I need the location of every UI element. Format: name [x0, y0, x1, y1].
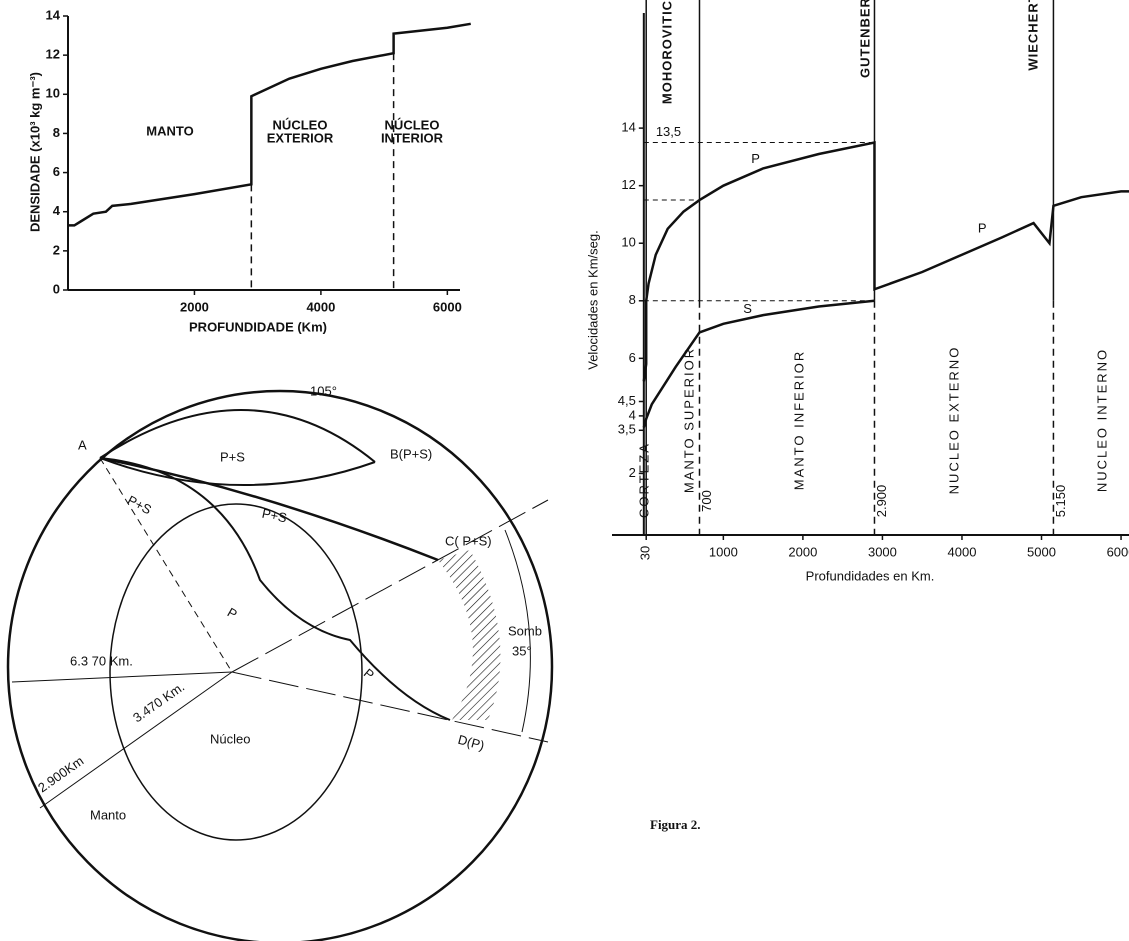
page: 105° A B(P+S) C( P+S) D(P) P+S P+S P+S P… — [0, 0, 1129, 941]
y-tick-label: 2 — [629, 465, 636, 480]
caption: Figura 2. — [650, 817, 701, 832]
marker-label: 700 — [699, 490, 714, 512]
y-tick-label: 4,5 — [618, 393, 636, 408]
point-label: C( P+S) — [445, 533, 492, 548]
shadow-label: Somb — [508, 623, 542, 638]
x-tick-label: 3000 — [868, 544, 897, 559]
ray-label: P+S — [220, 449, 245, 464]
ray — [100, 458, 450, 720]
x-axis-label: PROFUNDIDADE (Km) — [189, 319, 327, 334]
layer-label: NUCLEO INTERNO — [1094, 348, 1109, 492]
earth-diagram: 105° A B(P+S) C( P+S) D(P) P+S P+S P+S P… — [8, 383, 552, 941]
x-axis-label: Profundidades en Km. — [806, 568, 935, 583]
x-tick-label: 2000 — [180, 299, 209, 314]
layer-label: NUCLEO EXTERNO — [946, 346, 961, 495]
angle-label: 105° — [310, 383, 337, 398]
y-tick-label: 4 — [53, 203, 61, 218]
x-tick-label: 30 — [638, 546, 653, 560]
x-tick-label: 6000 — [1107, 544, 1129, 559]
layer-label: MANTO SUPERIOR — [681, 347, 696, 493]
x-tick-label: 2000 — [788, 544, 817, 559]
y-tick-label: 0 — [53, 281, 60, 296]
region-label: INTERIOR — [381, 130, 444, 145]
ray-label: P+S — [261, 506, 289, 526]
depth-label: 2.900Km — [35, 753, 86, 795]
region-label: EXTERIOR — [267, 130, 334, 145]
core-circle — [110, 504, 362, 840]
y-tick-label: 10 — [621, 235, 635, 250]
ray-label: P — [225, 605, 240, 622]
radius-arrow — [12, 672, 232, 682]
radius-line — [100, 458, 232, 672]
series-label: S — [743, 301, 752, 316]
point-label: B(P+S) — [390, 446, 432, 461]
core-label: Núcleo — [210, 731, 250, 746]
radius-label: 6.3 70 Km. — [70, 653, 133, 668]
y-tick-label: 3,5 — [618, 422, 636, 437]
x-tick-label: 4000 — [948, 544, 977, 559]
x-tick-label: 1000 — [709, 544, 738, 559]
y-axis-label: Velocidades en Km/seg. — [585, 230, 600, 369]
layer-label: CORTEZA — [636, 442, 651, 518]
y-tick-label: 8 — [629, 292, 636, 307]
layer-label: MANTO INFERIOR — [791, 350, 806, 490]
y-tick-label: 2 — [53, 242, 60, 257]
y-tick-label: 6 — [53, 164, 60, 179]
shadow-line — [232, 500, 548, 672]
shadow-zone — [438, 550, 500, 720]
data-line — [644, 301, 875, 428]
x-tick-label: 5000 — [1027, 544, 1056, 559]
core-radius-label: 3.470 Km. — [130, 679, 187, 725]
y-axis-label: DENSIDADE (x10³ kg m⁻³) — [27, 72, 42, 232]
y-tick-label: 14 — [46, 7, 61, 22]
boundary-label: MOHOROVITIC — [659, 0, 674, 104]
mantle-label: Manto — [90, 807, 126, 822]
y-tick-label: 10 — [46, 86, 60, 101]
ray-label: P — [361, 665, 377, 682]
annotation: 13,5 — [656, 124, 681, 139]
x-tick-label: 4000 — [306, 299, 335, 314]
series-label: P — [978, 220, 987, 235]
y-tick-label: 4 — [629, 407, 636, 422]
y-tick-label: 12 — [621, 177, 635, 192]
shadow-angle: 35° — [512, 643, 532, 658]
radius-arrow — [40, 672, 232, 808]
y-tick-label: 14 — [621, 120, 635, 135]
marker-label: 2.900 — [874, 485, 889, 518]
point-label: D(P) — [456, 732, 486, 753]
y-tick-label: 6 — [629, 350, 636, 365]
marker-label: 5.150 — [1053, 485, 1068, 518]
region-label: MANTO — [146, 123, 193, 138]
data-line — [644, 143, 1129, 382]
x-tick-label: 6000 — [433, 299, 462, 314]
boundary-label: WIECHERT — [1025, 0, 1040, 71]
y-tick-label: 12 — [46, 47, 60, 62]
boundary-label: GUTENBERG — [857, 0, 872, 78]
y-tick-label: 8 — [53, 125, 60, 140]
ray-label: P+S — [125, 492, 154, 517]
series-label: P — [751, 151, 760, 166]
point-label: A — [78, 437, 87, 452]
